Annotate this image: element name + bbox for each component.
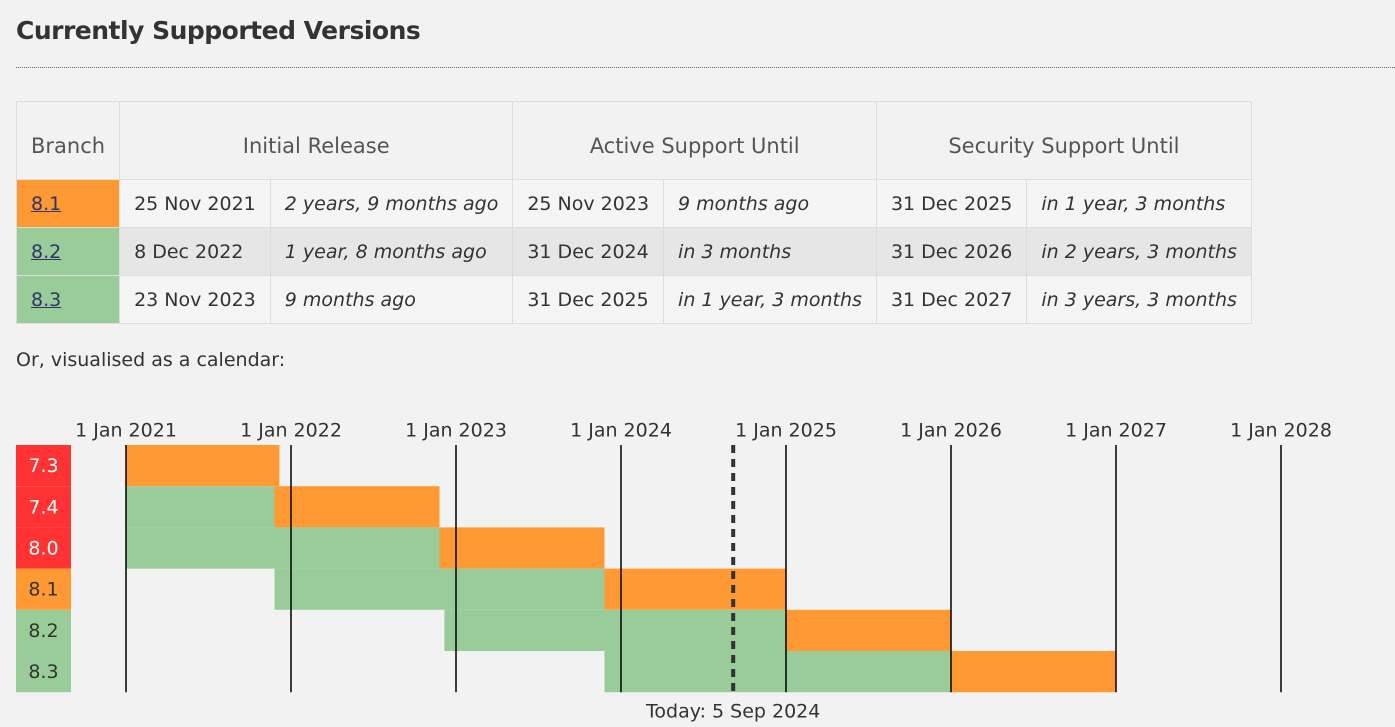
- branch-label-box: [16, 445, 71, 487]
- column-header: Branch: [15, 101, 121, 180]
- branch-label-box: [16, 568, 71, 610]
- year-label: 1 Jan 2027: [1065, 420, 1167, 442]
- date: 31 Dec 2025: [512, 275, 665, 324]
- calendar: 7.3 7.4 8.0 8.1 8.2 8.3 1 Jan 2021 1 Jan 2022 1 …: [16, 420, 1332, 723]
- date: 25 Nov 2021: [119, 179, 271, 228]
- branch-cell: 8.2: [15, 227, 121, 276]
- security-support-bar: [786, 609, 951, 651]
- table-row: 8.1 25 Nov 2021 2 years, 9 months ago 25 No…: [15, 179, 1252, 228]
- active-support-bar: [604, 651, 951, 693]
- branch-label-box: [16, 651, 71, 693]
- branch-label: 8.0: [28, 538, 58, 560]
- relative-date: in 2 years, 3 months: [1026, 227, 1252, 276]
- table-row: 8.3 23 Nov 2023 9 months ago 31 Dec 2025 in …: [15, 275, 1252, 324]
- year-label: 1 Jan 2021: [75, 420, 177, 442]
- active-support-bar: [274, 568, 605, 610]
- branch-label-box: [16, 609, 71, 651]
- date: 23 Nov 2023: [119, 275, 271, 324]
- date: 31 Dec 2025: [875, 179, 1028, 228]
- date: 31 Dec 2024: [512, 227, 665, 276]
- active-support-bar: [126, 486, 275, 528]
- date: 8 Dec 2022: [119, 227, 271, 276]
- branch-label: 8.1: [28, 579, 58, 601]
- branch-label: 7.4: [28, 496, 58, 518]
- active-support-bar: [444, 609, 786, 651]
- branch-cell: 8.1: [15, 179, 121, 228]
- column-header: Initial Release: [119, 101, 514, 180]
- relative-date: 9 months ago: [663, 179, 877, 228]
- year-label: 1 Jan 2028: [1230, 420, 1332, 442]
- year-label: 1 Jan 2025: [735, 420, 837, 442]
- branch-link[interactable]: 8.1: [31, 192, 62, 215]
- versions-table: Branch Initial Release Active Support Unti…: [15, 101, 1252, 324]
- relative-date: in 3 months: [663, 227, 877, 276]
- branch-label: 8.3: [28, 661, 58, 683]
- year-label: 1 Jan 2022: [240, 420, 342, 442]
- column-header: Active Support Until: [512, 101, 877, 180]
- relative-date: 2 years, 9 months ago: [269, 179, 514, 228]
- relative-date: in 3 years, 3 months: [1026, 275, 1252, 324]
- security-support-bar: [274, 486, 440, 528]
- date: 25 Nov 2023: [512, 179, 665, 228]
- branch-cell: 8.3: [15, 275, 121, 324]
- relative-date: in 1 year, 3 months: [663, 275, 877, 324]
- branch-label: 7.3: [28, 455, 58, 477]
- caption: Or, visualised as a calendar:: [16, 349, 286, 371]
- security-support-bar: [951, 651, 1116, 693]
- security-support-bar: [604, 568, 786, 610]
- table-row: 8.2 8 Dec 2022 1 year, 8 months ago 31 Dec …: [15, 227, 1252, 276]
- branch-label-box: [16, 527, 71, 569]
- branch-label: 8.2: [28, 620, 58, 642]
- relative-date: in 1 year, 3 months: [1026, 179, 1252, 228]
- header-row: Branch Initial Release Active Support Unti…: [15, 101, 1252, 180]
- divider: [16, 67, 1395, 68]
- branch-label-box: [16, 486, 71, 528]
- column-header: Security Support Until: [875, 101, 1252, 180]
- date: 31 Dec 2026: [875, 227, 1028, 276]
- year-label: 1 Jan 2026: [900, 420, 1002, 442]
- year-label: 1 Jan 2023: [405, 420, 507, 442]
- active-support-bar: [126, 527, 440, 569]
- branch-link[interactable]: 8.2: [31, 240, 62, 263]
- security-support-bar: [439, 527, 605, 569]
- relative-date: 9 months ago: [269, 275, 514, 324]
- date: 31 Dec 2027: [875, 275, 1028, 324]
- year-label: 1 Jan 2024: [570, 420, 672, 442]
- branch-link[interactable]: 8.3: [31, 288, 62, 311]
- security-support-bar: [126, 445, 280, 487]
- relative-date: 1 year, 8 months ago: [269, 227, 514, 276]
- section-title: Currently Supported Versions: [16, 16, 421, 45]
- today-label: Today: 5 Sep 2024: [645, 701, 820, 723]
